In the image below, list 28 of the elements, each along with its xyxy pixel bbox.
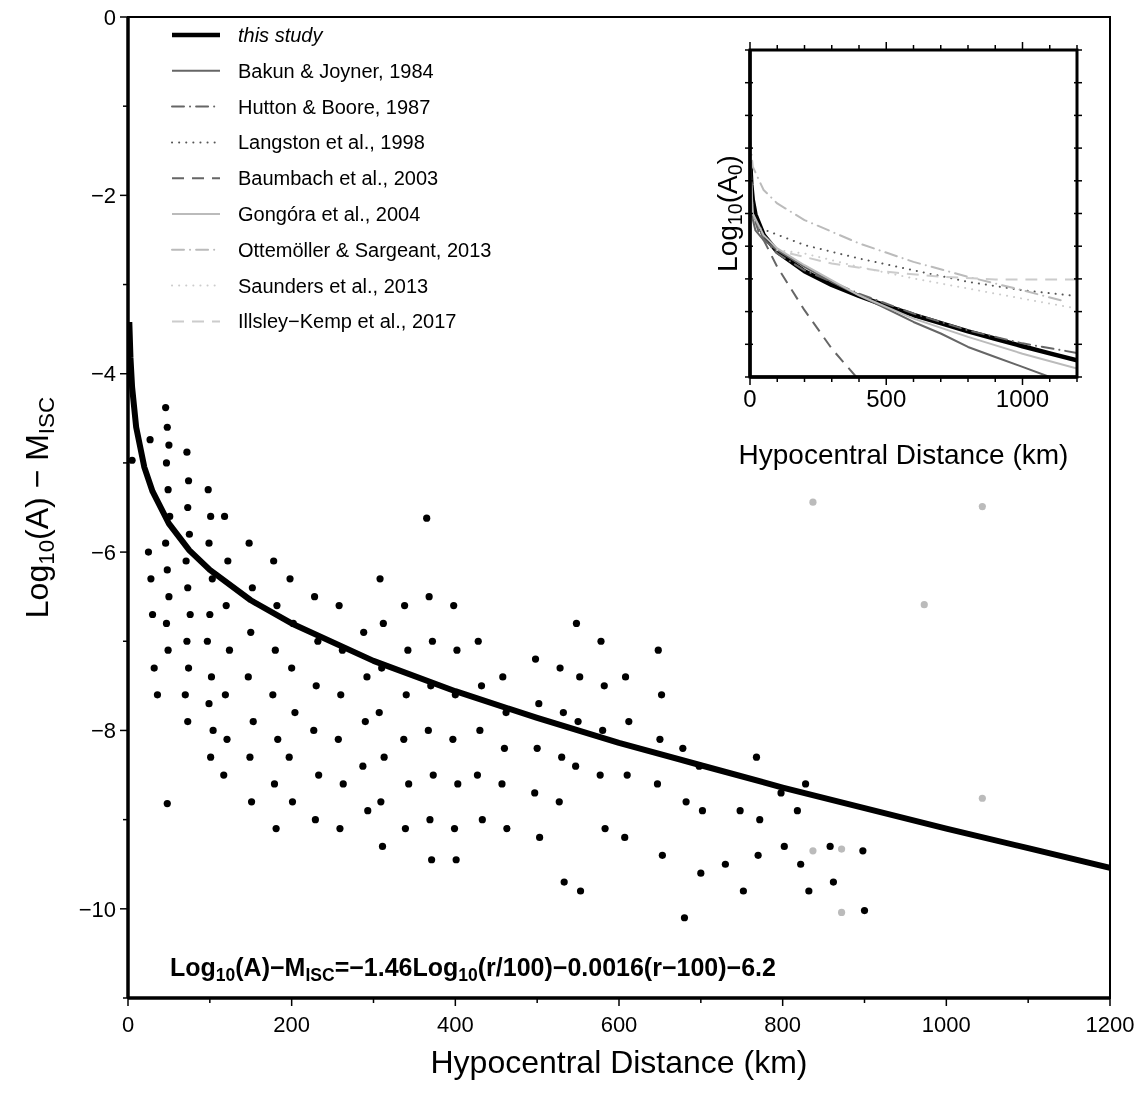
legend-label: Hutton & Boore, 1987: [238, 95, 431, 118]
x-tick-label: 0: [121, 1012, 135, 1037]
y-tick-label: −4: [90, 361, 116, 387]
legend-label: Gongóra et al., 2004: [238, 203, 421, 225]
legend-label: this study: [238, 24, 324, 46]
y-tick-label: −2: [90, 183, 116, 209]
legend-label: Illsley−Kemp et al., 2017: [238, 310, 457, 333]
y-tick-label: 0: [103, 4, 116, 30]
y-tick-label: −10: [78, 896, 116, 922]
legend-label: Saunders et al., 2013: [238, 274, 429, 297]
x-tick-label: 500: [866, 385, 907, 412]
legend-label: Ottemöller & Sargeant, 2013: [238, 238, 492, 261]
x-tick-label: 400: [436, 1012, 474, 1037]
x-tick-label: 1000: [921, 1012, 971, 1037]
x-tick-label: 200: [273, 1012, 311, 1037]
x-axis-title: Hypocentral Distance (km): [738, 439, 1069, 470]
legend-label: Langston et al., 1998: [238, 131, 425, 154]
annotation: Log$_{10}$(A)−M$_{ISC}$=−1.46Log$_{10}$(r/100)−0.0016(r−100)−6.2: [170, 953, 776, 985]
x-tick-label: 1200: [1085, 1012, 1135, 1037]
x-axis-title: Hypocentral Distance (km): [430, 1044, 808, 1080]
x-tick-label: 600: [600, 1012, 638, 1037]
legend-label: Bakun & Joyner, 1984: [238, 59, 434, 82]
legend-label: Baumbach et al., 2003: [238, 167, 439, 190]
x-tick-label: 1000: [995, 385, 1050, 412]
x-tick-label: 0: [743, 385, 757, 412]
x-tick-label: 800: [764, 1012, 802, 1037]
y-tick-label: −8: [90, 718, 116, 744]
y-tick-label: −6: [90, 539, 116, 565]
